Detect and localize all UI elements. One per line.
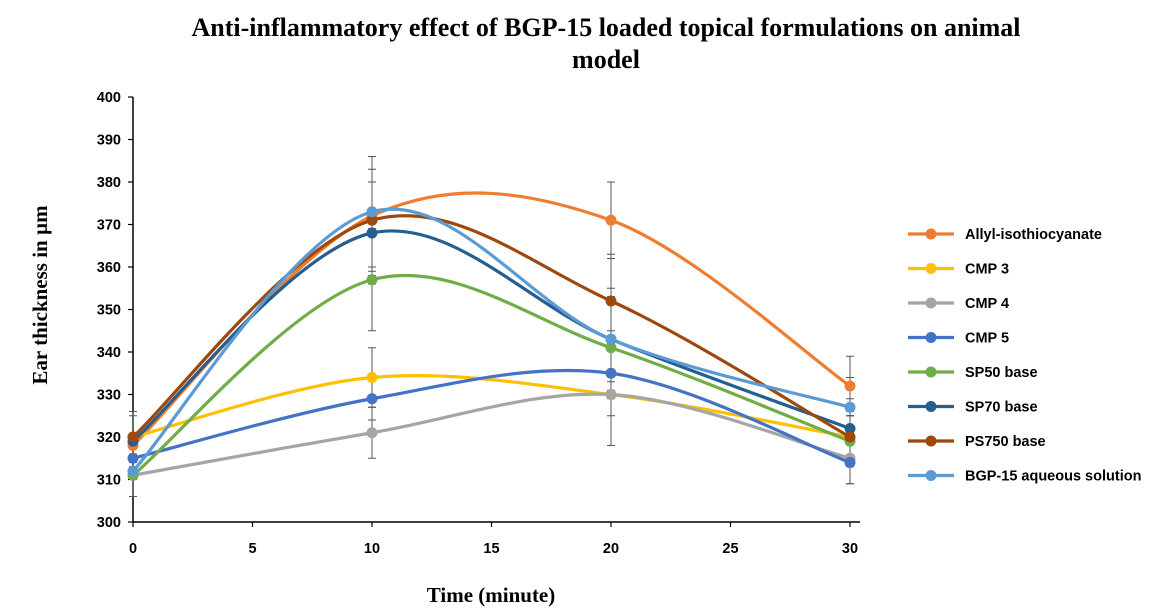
legend-label: SP50 base <box>965 365 1038 381</box>
data-point-sp70-base <box>366 227 378 239</box>
y-tick-label: 380 <box>97 175 121 191</box>
y-tick-label: 320 <box>97 430 121 446</box>
legend: Allyl-isothiocyanate CMP 3 CMP 4 CMP 5 SP50 … <box>908 227 1141 485</box>
legend-swatch-marker <box>925 332 937 343</box>
y-tick-label: 350 <box>97 303 121 319</box>
legend-swatch-marker <box>925 297 937 309</box>
series-line-sp50-base <box>131 273 851 477</box>
legend-item-cmp-5: CMP 5 <box>908 331 1009 347</box>
data-point-sp70-base <box>844 423 856 434</box>
legend-label: CMP 3 <box>965 262 1009 278</box>
legend-label: CMP 5 <box>965 331 1009 347</box>
legend-swatch-marker <box>925 401 937 412</box>
legend-item-allyl-isothiocyanate: Allyl-isothiocyanate <box>908 227 1102 243</box>
data-point-bgp-15-aqueous-solution <box>366 206 378 218</box>
legend-label: PS750 base <box>965 434 1046 450</box>
data-point-allyl-isothiocyanate <box>605 214 617 226</box>
data-point-sp50-base <box>366 274 378 286</box>
legend-swatch-marker <box>925 228 937 240</box>
data-point-ps750-base <box>605 295 617 307</box>
legend-item-sp70-base: SP70 base <box>908 400 1038 416</box>
data-point-ps750-base <box>844 431 856 443</box>
legend-swatch-marker <box>925 366 937 378</box>
x-tick-label: 20 <box>603 541 619 557</box>
y-tick-label: 400 <box>97 90 121 106</box>
legend-item-cmp-4: CMP 4 <box>908 296 1009 312</box>
x-axis-title: Time (minute) <box>427 583 556 607</box>
x-tick-label: 0 <box>129 541 137 557</box>
y-tick-label: 360 <box>97 260 121 276</box>
plot-area: 300 310 320 330 340 350 360 370 380 390 400 0 5 10 15 2… <box>97 90 860 557</box>
data-point-cmp-5 <box>844 457 856 468</box>
legend-label: BGP-15 aqueous solution <box>965 469 1141 485</box>
data-point-cmp-5 <box>605 367 617 379</box>
data-point-cmp-5 <box>127 452 139 464</box>
series-line-cmp-4 <box>132 392 851 477</box>
data-point-cmp-5 <box>366 393 378 405</box>
data-point-bgp-15-aqueous-solution <box>605 333 617 345</box>
data-point-cmp-3 <box>366 372 378 383</box>
y-tick-label: 300 <box>97 515 121 531</box>
legend-item-cmp-3: CMP 3 <box>908 262 1009 278</box>
data-point-ps750-base <box>366 214 378 226</box>
legend-label: SP70 base <box>965 400 1038 416</box>
data-point-bgp-15-aqueous-solution <box>127 465 139 477</box>
data-point-allyl-isothiocyanate <box>844 380 856 392</box>
x-tick-label: 25 <box>722 541 738 557</box>
series-line-bgp-15-aqueous-solution <box>131 207 851 473</box>
data-point-cmp-4 <box>366 427 378 439</box>
series-line-ps750-base <box>131 214 851 439</box>
legend-swatch-marker <box>925 470 937 481</box>
series-line-sp70-base <box>131 229 851 443</box>
legend-item-ps750-base: PS750 base <box>908 434 1046 450</box>
y-tick-label: 390 <box>97 133 121 149</box>
data-point-cmp-4 <box>605 389 617 400</box>
series-line-cmp-5 <box>132 368 851 464</box>
legend-item-bgp-15-aqueous-solution: BGP-15 aqueous solution <box>908 469 1141 485</box>
x-tick-label: 5 <box>248 541 256 557</box>
legend-item-sp50-base: SP50 base <box>908 365 1038 381</box>
y-tick-label: 310 <box>97 473 121 489</box>
x-tick-label: 10 <box>364 541 380 557</box>
x-tick-label: 15 <box>483 541 499 557</box>
legend-label: Allyl-isothiocyanate <box>965 227 1102 243</box>
legend-swatch-marker <box>925 435 937 447</box>
y-tick-label: 340 <box>97 345 121 361</box>
data-point-bgp-15-aqueous-solution <box>844 401 856 413</box>
x-tick-label: 30 <box>842 541 858 557</box>
chart-title-line-2: model <box>572 45 640 74</box>
y-tick-label: 330 <box>97 388 121 404</box>
legend-swatch-marker <box>925 263 937 274</box>
legend-label: CMP 4 <box>965 296 1009 312</box>
y-tick-label: 370 <box>97 218 121 234</box>
y-axis-title: Ear thickness in µm <box>28 205 52 385</box>
data-point-ps750-base <box>127 431 139 443</box>
data-point-sp50-base <box>605 342 617 354</box>
chart-title-line-1: Anti-inflammatory effect of BGP-15 loade… <box>191 13 1020 42</box>
